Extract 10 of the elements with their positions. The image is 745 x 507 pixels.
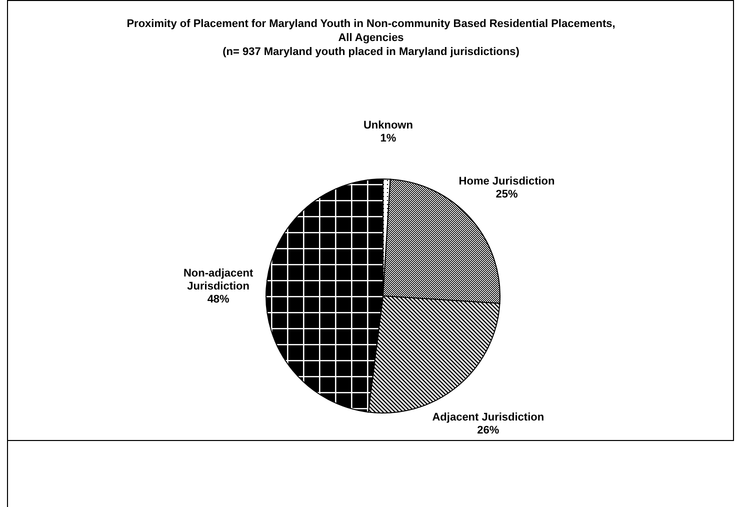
slice-label: Unknown [363,120,414,132]
data-label: 48% [207,294,230,306]
slice-label: Adjacent Jurisdiction [432,412,544,424]
data-label: 26% [477,424,500,437]
data-label: 25% [496,188,518,200]
chart-title: Proximity of Placement for Maryland Youth in Non-community Based Residential Placements, All Agencies [126,18,616,44]
data-label: 1% [380,132,396,145]
chart-subtitle: (n= 937 Maryland youth placed in Maryland jurisdictions) [222,46,520,58]
slice-label: Non-adjacent Jurisdiction [183,268,254,293]
slice-label: Home Jurisdiction [458,175,556,188]
